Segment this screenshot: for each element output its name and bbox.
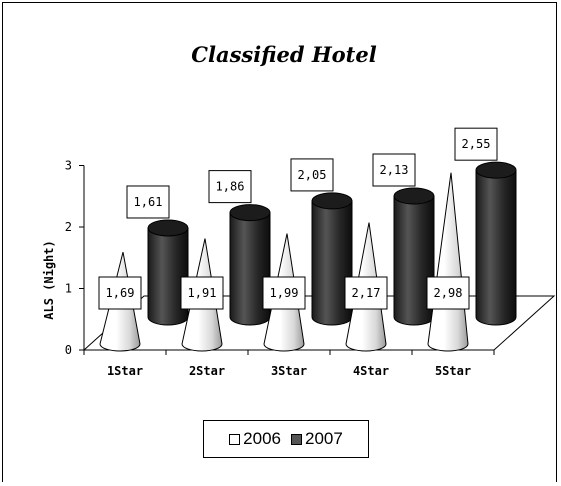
data-label-box-2006 <box>262 276 306 310</box>
category-label: 1Star <box>107 364 143 378</box>
category-label: 3Star <box>271 364 307 378</box>
data-label-2006: 2,98 <box>434 286 463 300</box>
bar-2007 <box>475 169 517 326</box>
data-label-box-2007 <box>372 153 416 187</box>
legend-item-2007: 2007 <box>291 429 343 449</box>
legend-label-2007: 2007 <box>305 429 343 448</box>
y-tick-label: 1 <box>65 282 72 296</box>
chart-title: Classified Hotel <box>191 42 376 67</box>
data-label-box-2006 <box>180 276 224 310</box>
data-label-2006: 1,69 <box>106 286 135 300</box>
category-label: 5Star <box>435 364 471 378</box>
legend-label-2006: 2006 <box>243 429 281 448</box>
data-label-2006: 2,17 <box>352 286 381 300</box>
y-tick-label: 0 <box>65 343 72 357</box>
data-label-2007: 2,05 <box>298 168 327 182</box>
data-label-box-2007 <box>290 158 334 192</box>
y-tick-label: 2 <box>65 220 72 234</box>
bar-2007 <box>147 227 189 326</box>
data-label-box-2007 <box>126 185 170 219</box>
data-label-2007: 1,61 <box>134 195 163 209</box>
legend: 2006 2007 <box>203 420 369 458</box>
data-label-2006: 1,91 <box>188 286 217 300</box>
bar-2007-top <box>311 192 353 210</box>
data-label-2007: 2,55 <box>462 137 491 151</box>
data-label-box-2006 <box>344 276 388 310</box>
bar-2007-top <box>229 204 271 222</box>
data-label-box-2007 <box>208 170 252 204</box>
category-label: 2Star <box>189 364 225 378</box>
bar-2007-top <box>475 161 517 179</box>
data-label-box-2006 <box>426 276 470 310</box>
data-label-box-2006 <box>98 276 142 310</box>
legend-swatch-2006 <box>229 433 241 445</box>
y-tick-label: 3 <box>65 159 72 173</box>
legend-item-2006: 2006 <box>229 429 281 449</box>
data-label-2007: 1,86 <box>216 180 245 194</box>
bar-2007-top <box>147 219 189 237</box>
y-axis-label: ALS (Night) <box>42 240 56 319</box>
category-label: 4Star <box>353 364 389 378</box>
data-label-box-2007 <box>454 127 498 161</box>
legend-swatch-2007 <box>291 433 302 445</box>
data-label-2007: 2,13 <box>380 163 409 177</box>
chart-frame <box>2 2 557 482</box>
data-label-2006: 1,99 <box>270 286 299 300</box>
bar-2007-top <box>393 187 435 205</box>
